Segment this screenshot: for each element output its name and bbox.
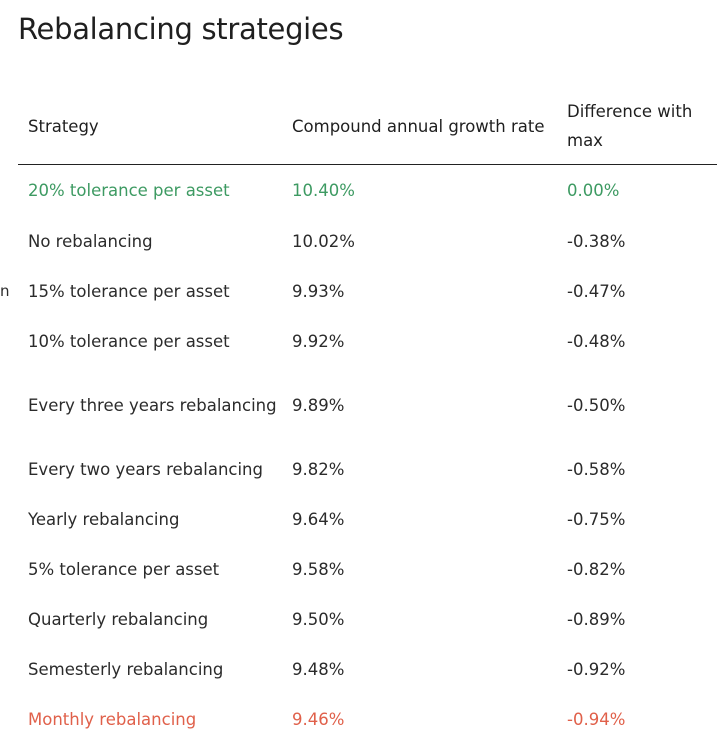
clipped-text-fragment: n	[0, 282, 10, 300]
difference-cell: -0.82%	[567, 559, 626, 579]
strategy-cell: Quarterly rebalancing	[28, 609, 209, 629]
difference-cell: -0.92%	[567, 659, 626, 679]
table-row-worst: Monthly rebalancing 9.46% -0.94%	[18, 695, 717, 745]
table-row: Yearly rebalancing 9.64% -0.75%	[18, 495, 717, 545]
difference-cell: 0.00%	[567, 180, 620, 200]
difference-cell: -0.58%	[567, 459, 626, 479]
page-title: Rebalancing strategies	[18, 12, 344, 46]
strategy-cell: 15% tolerance per asset	[28, 281, 230, 301]
table-row: Semesterly rebalancing 9.48% -0.92%	[18, 645, 717, 695]
strategy-cell: Yearly rebalancing	[28, 509, 180, 529]
cagr-cell: 9.50%	[292, 609, 345, 629]
table-row: 5% tolerance per asset 9.58% -0.82%	[18, 545, 717, 595]
rebalancing-table: Strategy Compound annual growth rate Dif…	[18, 88, 717, 745]
difference-cell: -0.94%	[567, 709, 626, 729]
cagr-cell: 9.58%	[292, 559, 345, 579]
cagr-cell: 9.93%	[292, 281, 345, 301]
table-row: Quarterly rebalancing 9.50% -0.89%	[18, 595, 717, 645]
strategy-cell: Monthly rebalancing	[28, 709, 197, 729]
table-row: Every two years rebalancing 9.82% -0.58%	[18, 445, 717, 495]
strategy-cell: 20% tolerance per asset	[28, 180, 230, 200]
difference-cell: -0.48%	[567, 331, 626, 351]
strategy-cell: 10% tolerance per asset	[28, 331, 230, 351]
table-row: 10% tolerance per asset 9.92% -0.48%	[18, 317, 717, 367]
difference-cell: -0.38%	[567, 231, 626, 251]
cagr-cell: 10.40%	[292, 180, 355, 200]
cagr-cell: 9.82%	[292, 459, 345, 479]
strategy-cell: Every two years rebalancing	[28, 459, 263, 479]
column-header-strategy: Strategy	[18, 88, 292, 165]
cagr-cell: 9.64%	[292, 509, 345, 529]
difference-cell: -0.47%	[567, 281, 626, 301]
table-row: No rebalancing 10.02% -0.38%	[18, 217, 717, 267]
table-header-row: Strategy Compound annual growth rate Dif…	[18, 88, 717, 165]
table-row-best: 20% tolerance per asset 10.40% 0.00%	[18, 165, 717, 217]
difference-cell: -0.50%	[567, 395, 626, 415]
strategy-cell: No rebalancing	[28, 231, 153, 251]
difference-cell: -0.89%	[567, 609, 626, 629]
cagr-cell: 9.92%	[292, 331, 345, 351]
cagr-cell: 9.46%	[292, 709, 345, 729]
difference-cell: -0.75%	[567, 509, 626, 529]
strategy-cell: Every three years rebalancing	[28, 395, 277, 415]
cagr-cell: 9.48%	[292, 659, 345, 679]
table-row: 15% tolerance per asset 9.93% -0.47%	[18, 267, 717, 317]
table-row: Every three years rebalancing 9.89% -0.5…	[18, 367, 717, 445]
strategy-cell: 5% tolerance per asset	[28, 559, 220, 579]
column-header-cagr: Compound annual growth rate	[292, 88, 567, 165]
cagr-cell: 10.02%	[292, 231, 355, 251]
cagr-cell: 9.89%	[292, 395, 345, 415]
column-header-difference: Difference with max	[567, 88, 717, 165]
strategy-cell: Semesterly rebalancing	[28, 659, 224, 679]
